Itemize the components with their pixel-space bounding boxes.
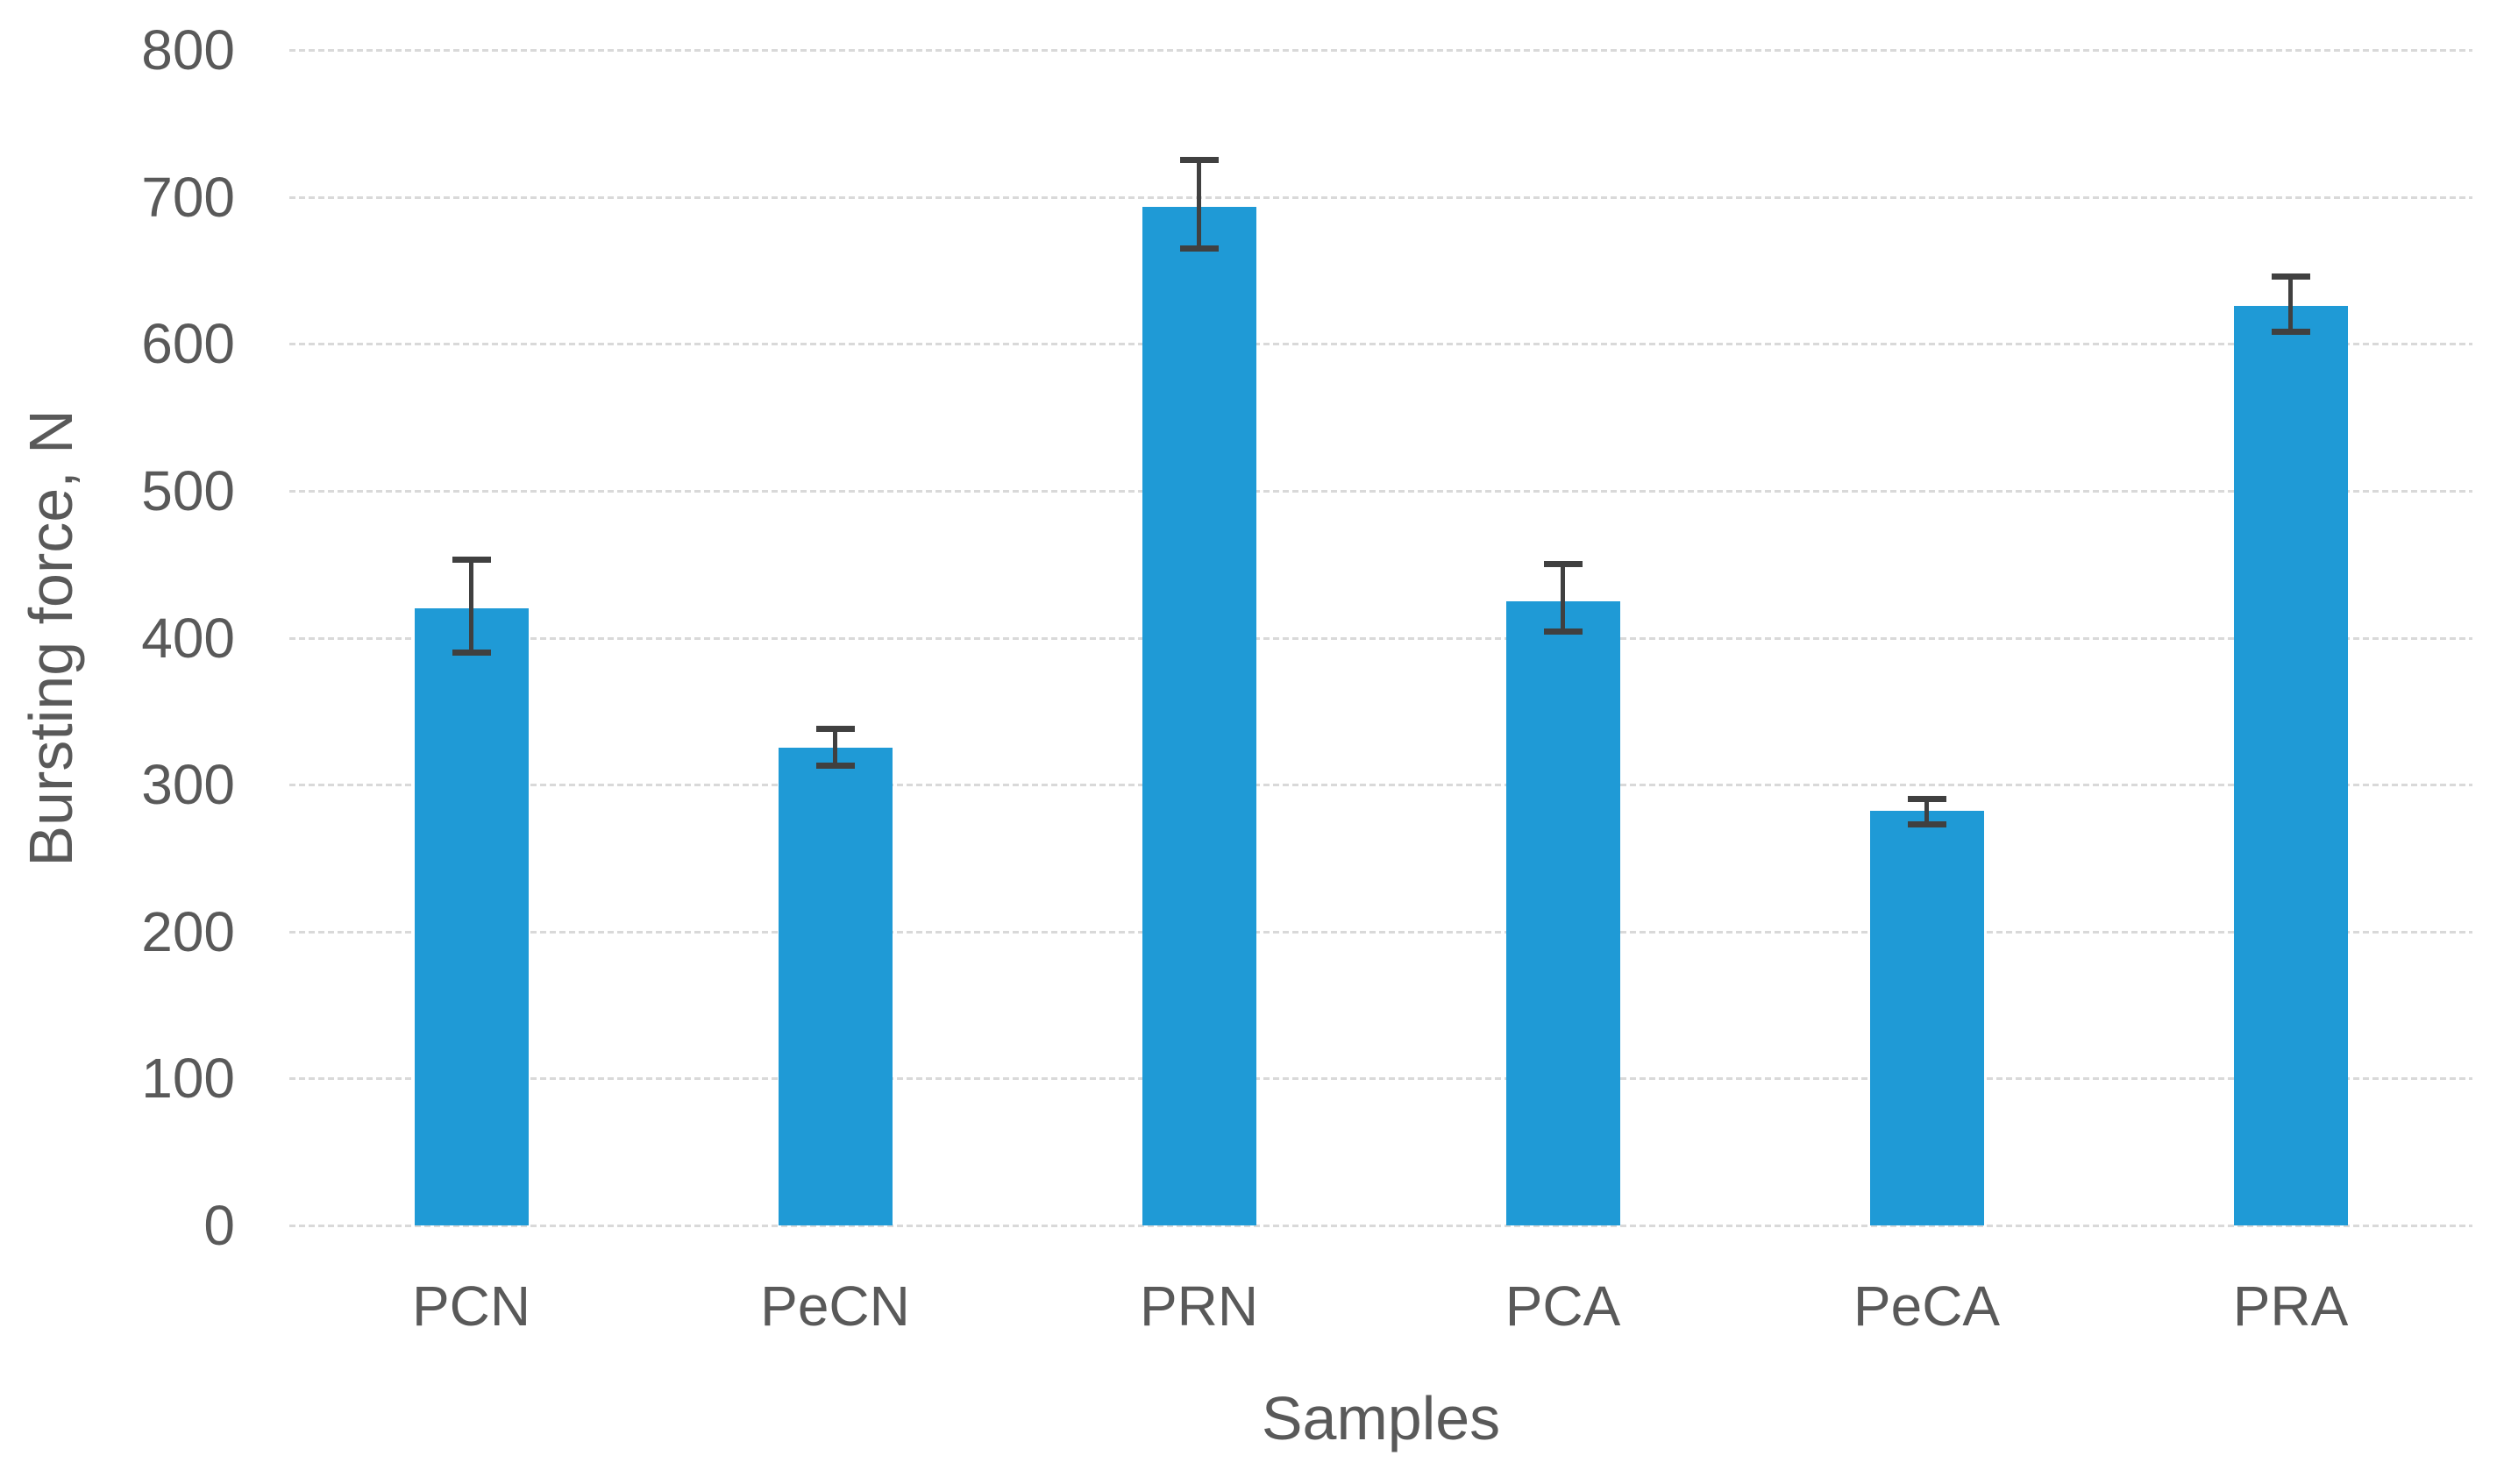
error-bar-cap: [1543, 561, 1583, 568]
error-bar-cap: [452, 649, 491, 656]
bar-PCA: [1505, 600, 1620, 1225]
x-category-label: PCA: [1505, 1275, 1621, 1338]
error-bar-cap: [815, 762, 855, 769]
bar-PRA: [2233, 305, 2348, 1225]
bar-PCN: [414, 607, 529, 1225]
x-axis-title: Samples: [1261, 1384, 1501, 1452]
y-tick-label: 0: [203, 1194, 235, 1257]
y-tick-label: 800: [141, 18, 235, 82]
x-category-label: PeCN: [760, 1275, 910, 1338]
y-tick-label: 400: [141, 606, 235, 670]
error-bar-cap: [1543, 628, 1583, 635]
gridline: [289, 636, 2472, 640]
gridline: [289, 343, 2472, 346]
y-tick-label: 200: [141, 899, 235, 963]
plot-area: [289, 49, 2472, 1227]
error-bar-cap: [1179, 157, 1219, 164]
gridline: [289, 49, 2472, 52]
error-bar-line: [1924, 799, 1929, 825]
error-bar-cap: [2271, 329, 2310, 336]
error-bar-cap: [1907, 796, 1946, 803]
y-tick-label: 500: [141, 458, 235, 522]
y-tick-label: 300: [141, 753, 235, 817]
x-category-label: PRN: [1139, 1275, 1259, 1338]
error-bar-cap: [452, 557, 491, 564]
error-bar-cap: [1179, 245, 1219, 252]
gridline: [289, 1225, 2472, 1227]
bar-PeCN: [778, 748, 893, 1225]
gridline: [289, 1077, 2472, 1081]
error-bar-line: [2288, 276, 2293, 332]
x-category-label: PCN: [411, 1275, 531, 1338]
bar-PRN: [1142, 207, 1256, 1225]
error-bar-cap: [815, 725, 855, 732]
x-category-label: PeCA: [1853, 1275, 2001, 1338]
x-category-label: PRA: [2232, 1275, 2349, 1338]
error-bar-line: [469, 559, 473, 653]
y-tick-label: 700: [141, 165, 235, 229]
error-bar-line: [1197, 160, 1201, 249]
bar-PeCA: [1869, 811, 1984, 1225]
gridline: [289, 784, 2472, 787]
error-bar-line: [1561, 564, 1565, 632]
gridline: [289, 930, 2472, 934]
error-bar-cap: [2271, 273, 2310, 280]
error-bar-cap: [1907, 820, 1946, 827]
error-bar-line: [833, 728, 837, 766]
gridline: [289, 195, 2472, 199]
y-tick-label: 100: [141, 1047, 235, 1111]
y-tick-label: 600: [141, 312, 235, 376]
gridline: [289, 489, 2472, 493]
